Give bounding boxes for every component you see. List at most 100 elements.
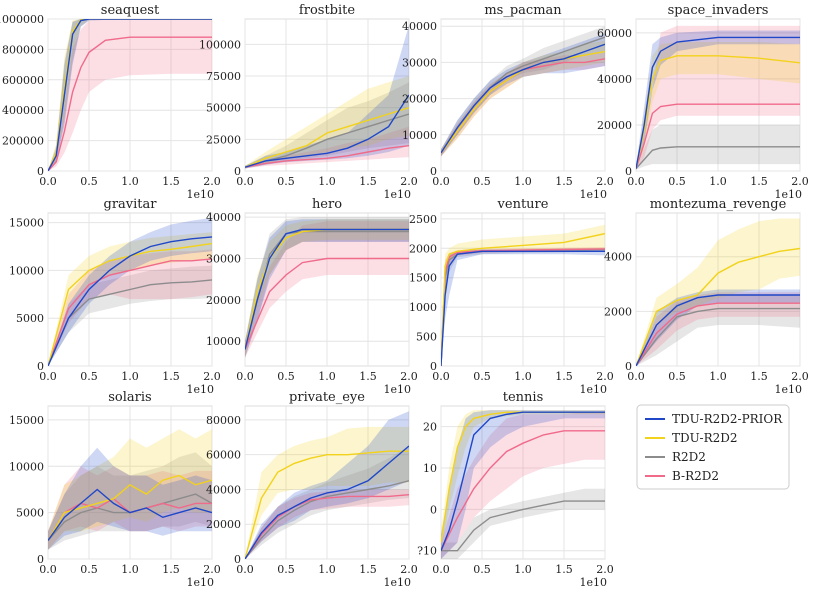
x-tick-label: 0.0 (627, 175, 645, 188)
x-tick-label: 1.5 (162, 175, 180, 188)
y-tick-label: 100000 (199, 38, 241, 51)
panel-title: hero (312, 197, 342, 212)
x-exponent-label: 1e10 (774, 188, 802, 201)
series-group (441, 224, 605, 366)
series-group (48, 429, 212, 550)
x-tick-label: 1.0 (514, 175, 532, 188)
x-tick-label: 1.5 (359, 563, 377, 576)
x-tick-label: 0.5 (277, 370, 295, 383)
y-tick-label: 5000 (16, 507, 44, 520)
x-tick-label: 0.0 (627, 370, 645, 383)
series-group (636, 218, 800, 366)
x-tick-label: 0.0 (432, 370, 450, 383)
band-tdu-r2d2-prior (48, 447, 212, 550)
y-tick-label: 0 (234, 553, 241, 566)
panel-frostbite: frostbite 0.0 0.5 1.0 1.5 2.0 0 25000 50000 75000… (199, 3, 418, 201)
panel-seaquest: seaquest 0.0 0.5 1.0 1.5 2.0 0 200000 400000 6000… (0, 3, 221, 201)
x-exponent-label: 1e10 (579, 383, 607, 396)
x-tick-label: 1.0 (121, 175, 139, 188)
x-tick-label: 0.0 (432, 563, 450, 576)
panel-space-invaders: space_invaders 0.0 0.5 1.0 1.5 2.0 0 20000 40000… (597, 3, 809, 201)
x-tick-label: 1.0 (709, 175, 727, 188)
line-tdu-r2d2-prior (636, 294, 800, 366)
y-tick-label: 60000 (597, 27, 632, 40)
y-tick-label: 0 (430, 360, 437, 373)
y-tick-label: 30000 (402, 56, 437, 69)
series-group (636, 25, 800, 170)
line-tdu-r2d2 (636, 247, 800, 366)
panel-private-eye: private_eye 0.0 0.5 1.0 1.5 2.0 0 20000 40000 600… (206, 390, 418, 589)
x-exponent-label: 1e10 (383, 188, 411, 201)
band-tdu-r2d2 (245, 76, 409, 169)
x-tick-label: 1.0 (514, 370, 532, 383)
y-tick-label: 15000 (9, 217, 44, 230)
x-tick-label: 1.0 (318, 370, 336, 383)
series-group (245, 25, 409, 169)
panel-title: tennis (503, 390, 544, 405)
x-tick-label: 2.0 (203, 563, 221, 576)
y-tick-label: 50000 (206, 102, 241, 115)
line-b-r2d2 (441, 430, 605, 552)
y-tick-label: 20 (423, 421, 437, 434)
x-tick-label: 2.0 (791, 175, 809, 188)
panel-title: space_invaders (668, 3, 769, 18)
y-tick-label: 4000 (604, 251, 632, 264)
y-tick-label: 20000 (402, 93, 437, 106)
line-b-r2d2 (48, 258, 212, 366)
x-tick-label: 2.0 (400, 370, 418, 383)
band-tdu-r2d2 (441, 40, 605, 157)
x-tick-label: 1.5 (555, 563, 573, 576)
panel-title: frostbite (299, 3, 355, 18)
band-r2d2 (245, 82, 409, 169)
panel-title: seaquest (101, 3, 160, 18)
y-tick-label: 1000000 (0, 13, 44, 26)
line-tdu-r2d2 (636, 55, 800, 169)
panel-title: private_eye (289, 390, 365, 405)
x-tick-label: 0.0 (39, 175, 57, 188)
band-b-r2d2 (636, 25, 800, 170)
x-tick-label: 2.0 (596, 175, 614, 188)
band-tdu-r2d2-prior (245, 219, 409, 358)
band-tdu-r2d2-prior (636, 30, 800, 170)
series-group (245, 411, 409, 559)
line-tdu-r2d2 (441, 50, 605, 154)
band-b-r2d2 (245, 221, 409, 358)
band-r2d2 (636, 295, 800, 366)
panel-venture: venture 0.0 0.5 1.0 1.5 2.0 0 500 1000 1500 2000 25… (409, 197, 614, 396)
y-tick-label: 800000 (2, 43, 44, 56)
band-tdu-r2d2 (636, 218, 800, 366)
y-tick-label: 5000 (16, 312, 44, 325)
panel-title: solaris (108, 390, 151, 405)
band-r2d2 (441, 488, 605, 559)
band-b-r2d2 (48, 466, 212, 550)
x-tick-label: 1.5 (555, 370, 573, 383)
y-tick-label: 10000 (9, 264, 44, 277)
x-tick-label: 0.5 (668, 175, 686, 188)
line-b-r2d2 (245, 494, 409, 559)
y-tick-label: 0 (430, 165, 437, 178)
y-tick-label: 40000 (206, 483, 241, 496)
panel-title: ms_pacman (484, 3, 562, 18)
x-exponent-label: 1e10 (186, 383, 214, 396)
x-tick-label: 0.5 (80, 370, 98, 383)
x-exponent-label: 1e10 (383, 576, 411, 589)
line-tdu-r2d2-prior (48, 19, 212, 171)
panel-title: montezuma_revenge (650, 197, 787, 212)
band-tdu-r2d2 (441, 224, 605, 366)
x-tick-label: 1.0 (318, 563, 336, 576)
band-tdu-r2d2-prior (441, 33, 605, 157)
x-tick-label: 0.5 (80, 175, 98, 188)
y-tick-label: 0 (37, 165, 44, 178)
panel-gravitar: gravitar 0.0 0.5 1.0 1.5 2.0 0 5000 10000 15000 1e… (9, 197, 221, 396)
x-tick-label: 1.5 (555, 175, 573, 188)
line-tdu-r2d2-prior (441, 411, 605, 551)
x-tick-label: 1.5 (359, 370, 377, 383)
x-tick-label: 1.5 (750, 175, 768, 188)
legend-label: TDU-R2D2-PRIOR (672, 412, 783, 426)
panel-solaris: solaris 0.0 0.5 1.0 1.5 2.0 0 5000 10000 15000 1e1… (9, 390, 221, 589)
band-b-r2d2 (48, 19, 212, 171)
line-tdu-r2d2-prior (441, 250, 605, 366)
x-tick-label: 2.0 (791, 370, 809, 383)
band-tdu-r2d2 (48, 232, 212, 366)
line-tdu-r2d2-prior (441, 43, 605, 154)
